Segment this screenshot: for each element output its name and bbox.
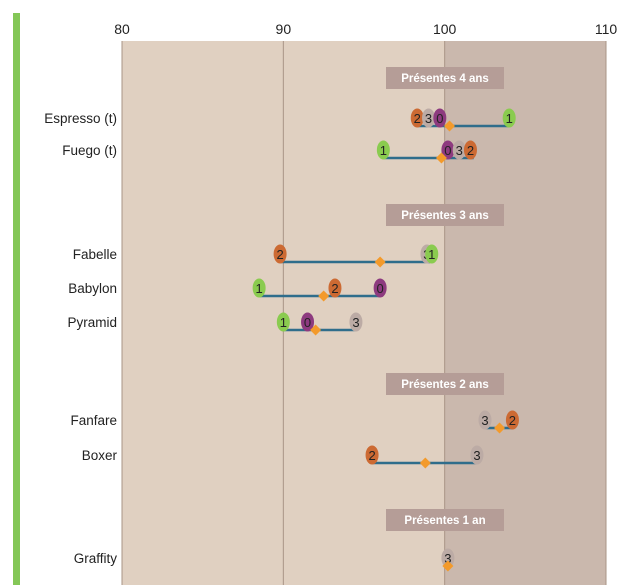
score-bubble-label: 1 bbox=[380, 143, 387, 158]
mean-marker bbox=[419, 457, 431, 469]
row-label: Fabelle bbox=[73, 247, 117, 262]
score-bubble-label: 3 bbox=[473, 448, 480, 463]
score-bubble bbox=[452, 140, 466, 160]
section-title: Présentes 1 an bbox=[404, 515, 485, 527]
row-label: Graffity bbox=[74, 551, 118, 566]
score-bubble bbox=[463, 140, 477, 160]
x-tick-label: 100 bbox=[433, 21, 457, 37]
score-bubble-label: 0 bbox=[436, 111, 443, 126]
score-bubble-label: 1 bbox=[280, 315, 287, 330]
score-bubble-label: 3 bbox=[352, 315, 359, 330]
x-axis-ticks: 80 90 100 110 bbox=[114, 21, 617, 37]
score-bubble-label: 3 bbox=[425, 111, 432, 126]
score-bubble bbox=[441, 548, 455, 568]
score-bubble bbox=[505, 410, 519, 430]
x-tick-label: 90 bbox=[276, 21, 292, 37]
score-bubble bbox=[373, 278, 387, 298]
section-title: Présentes 3 ans bbox=[401, 210, 489, 222]
score-bubble bbox=[252, 278, 266, 298]
side-accent-bar bbox=[13, 13, 20, 585]
score-bubble bbox=[422, 108, 436, 128]
score-bubble bbox=[276, 312, 290, 332]
score-bubble-label: 2 bbox=[467, 143, 474, 158]
score-bubble bbox=[478, 410, 492, 430]
score-bubble bbox=[376, 140, 390, 160]
section-title: Présentes 4 ans bbox=[401, 73, 489, 85]
score-bubble-label: 2 bbox=[331, 281, 338, 296]
score-bubble-label: 1 bbox=[428, 247, 435, 262]
row-labels: Espresso (t) Fuego (t) Fabelle Babylon Pyram… bbox=[44, 111, 117, 566]
section-banner bbox=[386, 509, 504, 531]
score-bubble bbox=[273, 244, 287, 264]
score-bubble-label: 1 bbox=[256, 281, 263, 296]
score-bubble-label: 0 bbox=[304, 315, 311, 330]
section-title: Présentes 2 ans bbox=[401, 379, 489, 391]
score-bubble bbox=[410, 108, 424, 128]
row-label: Espresso (t) bbox=[44, 111, 117, 126]
row-label: Fuego (t) bbox=[62, 143, 117, 158]
score-bubble-label: 2 bbox=[368, 448, 375, 463]
score-bubble bbox=[365, 445, 379, 465]
score-bubble-label: 1 bbox=[506, 111, 513, 126]
mean-marker bbox=[442, 560, 454, 572]
score-bubble bbox=[470, 445, 484, 465]
score-bubble-label: 2 bbox=[414, 111, 421, 126]
score-bubble bbox=[301, 312, 315, 332]
score-bubbles: 2301103223112010332233 bbox=[252, 108, 519, 568]
section-banner bbox=[386, 204, 504, 226]
x-tick-label: 80 bbox=[114, 21, 130, 37]
score-bubble bbox=[328, 278, 342, 298]
row-label: Pyramid bbox=[67, 315, 117, 330]
row-label: Fanfare bbox=[70, 413, 117, 428]
row-label: Boxer bbox=[82, 448, 118, 463]
score-bubble bbox=[433, 108, 447, 128]
score-bubble-label: 3 bbox=[444, 551, 451, 566]
score-bubble-label: 0 bbox=[377, 281, 384, 296]
score-bubble-label: 2 bbox=[276, 247, 283, 262]
mean-marker bbox=[435, 152, 447, 164]
score-bubble bbox=[349, 312, 363, 332]
section-banner bbox=[386, 373, 504, 395]
score-bubble-label: 2 bbox=[509, 413, 516, 428]
mean-marker bbox=[444, 120, 456, 132]
score-bubble-label: 3 bbox=[456, 143, 463, 158]
score-bubble-label: 3 bbox=[481, 413, 488, 428]
mean-marker bbox=[310, 324, 322, 336]
mean-marker bbox=[374, 256, 386, 268]
section-banner bbox=[386, 67, 504, 89]
section-banners: Présentes 4 ans Présentes 3 ans Présentes … bbox=[386, 67, 504, 531]
score-bubble bbox=[441, 140, 455, 160]
plot-region-highlight bbox=[444, 41, 606, 585]
score-bubble bbox=[425, 244, 439, 264]
mean-markers bbox=[310, 120, 506, 572]
x-tick-label: 110 bbox=[595, 21, 618, 37]
mean-marker bbox=[494, 422, 506, 434]
row-label: Babylon bbox=[68, 281, 117, 296]
score-bubble-label: 0 bbox=[444, 143, 451, 158]
score-bubble bbox=[502, 108, 516, 128]
plot-background bbox=[13, 13, 606, 585]
mean-marker bbox=[318, 290, 330, 302]
